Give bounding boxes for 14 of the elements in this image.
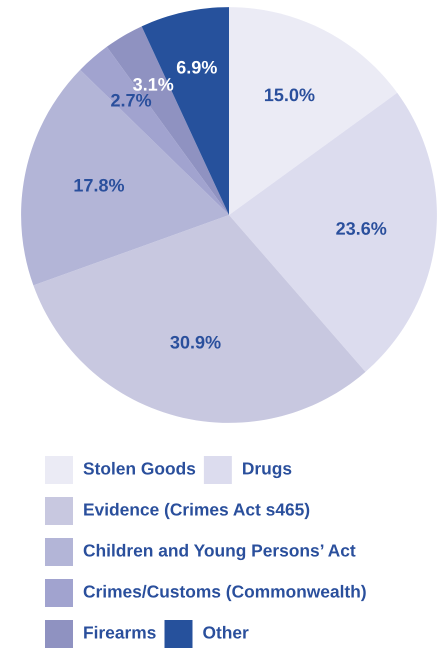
data-label: 2.7%	[111, 94, 152, 107]
legend-label: Crimes/Customs (Commonwealth)	[84, 584, 366, 602]
legend-label: Stolen Goods	[84, 462, 196, 475]
legend-label: Evidence (Crimes Act s465)	[84, 502, 310, 520]
data-label: 17.8%	[74, 178, 124, 192]
pie-slice	[229, 7, 398, 215]
data-label: 30.9%	[170, 336, 221, 349]
legend-label: Children and Young Persons’ Act	[84, 544, 356, 560]
data-label: 6.9%	[176, 60, 217, 74]
legend-label: Drugs	[243, 462, 292, 478]
legend-label: Other	[203, 626, 249, 639]
data-label: 15.0%	[264, 88, 315, 102]
legend-label: Firearms	[84, 626, 156, 639]
data-label: 23.6%	[336, 222, 386, 235]
